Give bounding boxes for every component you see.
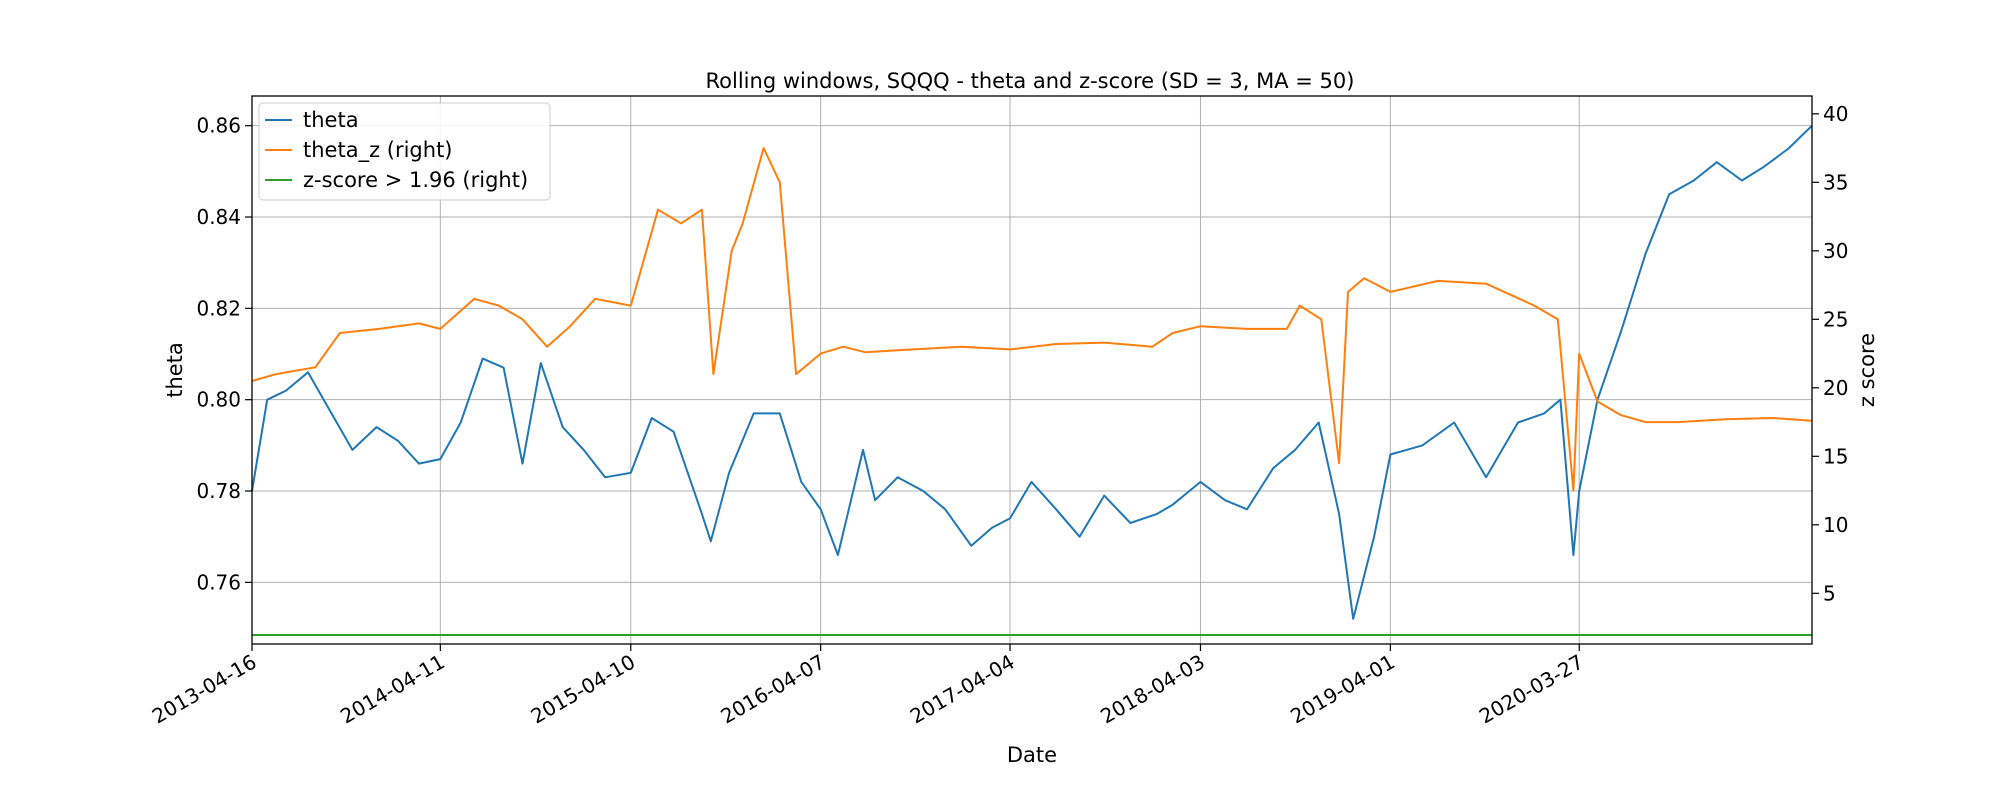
y-tick-label: 0.84 [196,205,241,229]
x-tick-label: 2015-04-10 [527,650,640,729]
legend-label-theta-z: theta_z (right) [303,138,453,163]
y-axis-right: 5 10 15 20 25 30 35 40 [1812,102,1848,605]
x-tick-label: 2017-04-04 [906,650,1019,729]
y2-axis-label: z score [1855,333,1879,407]
chart-title: Rolling windows, SQQQ - theta and z-scor… [706,69,1355,93]
x-axis-label: Date [1007,743,1057,767]
y2-tick-label: 10 [1823,513,1848,537]
x-tick-label: 2013-04-16 [148,650,261,729]
x-axis: 2013-04-16 2014-04-11 2015-04-10 2016-04-07… [148,644,1588,728]
y2-tick-label: 15 [1823,444,1848,468]
x-tick-label: 2016-04-07 [716,650,829,729]
plot-frame [251,95,1813,645]
series-theta-line [251,124,1813,620]
legend-label-threshold: z-score > 1.96 (right) [303,168,528,192]
x-tick-label: 2020-03-27 [1475,650,1588,729]
y2-tick-label: 25 [1823,307,1848,331]
y2-tick-label: 35 [1823,170,1848,194]
y-tick-label: 0.82 [196,296,241,320]
y2-tick-label: 40 [1823,102,1848,126]
y-axis-label: theta [163,342,187,398]
y-axis-left: 0.76 0.78 0.80 0.82 0.84 0.86 [196,114,252,594]
y2-tick-label: 5 [1823,581,1836,605]
y2-tick-label: 30 [1823,239,1848,263]
y-tick-label: 0.86 [196,114,241,138]
series-theta-z-line [251,147,1813,492]
x-tick-label: 2014-04-11 [336,650,449,729]
legend-label-theta: theta [303,108,359,132]
x-tick-label: 2018-04-03 [1096,650,1209,729]
x-tick-label: 2019-04-01 [1286,650,1399,729]
legend: theta theta_z (right) z-score > 1.96 (ri… [258,102,551,201]
y-tick-label: 0.80 [196,388,241,412]
y2-tick-label: 20 [1823,376,1848,400]
series-layer [251,124,1813,636]
y-tick-label: 0.78 [196,479,241,503]
y-tick-label: 0.76 [196,570,241,594]
legend-frame [258,102,551,201]
